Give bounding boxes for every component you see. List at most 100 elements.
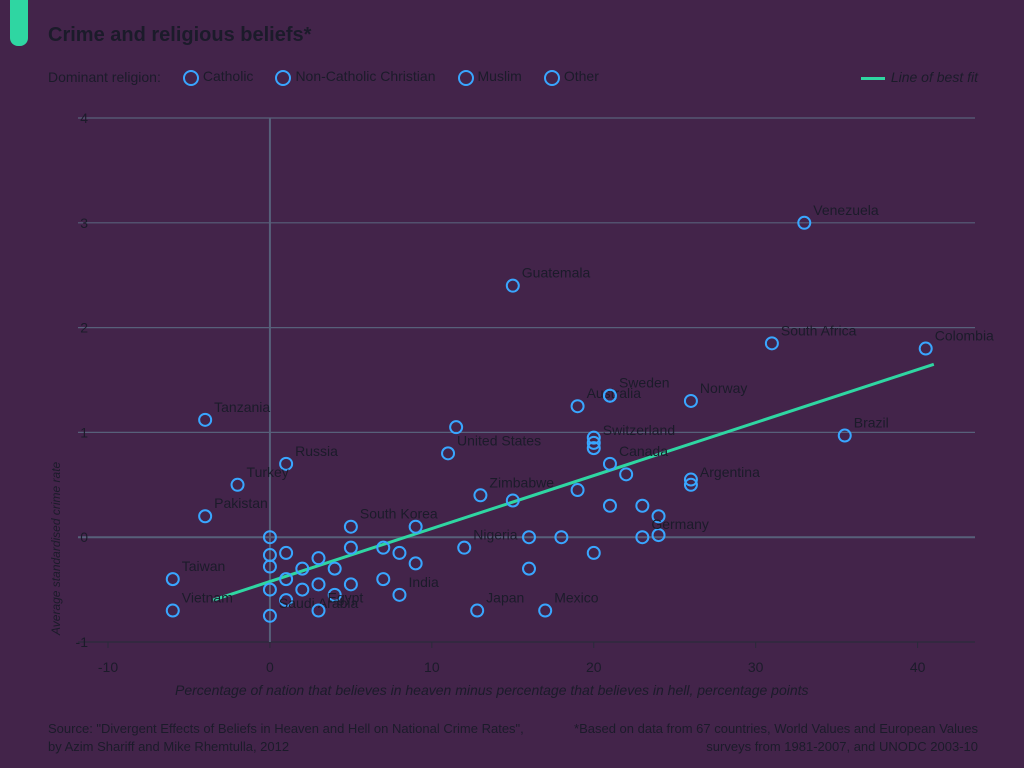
data-point <box>586 435 601 450</box>
data-point <box>408 519 423 534</box>
data-point <box>327 561 342 576</box>
point-label: Saudi Arabia <box>279 595 359 611</box>
data-point <box>586 441 601 456</box>
point-label: Canada <box>619 443 668 459</box>
fit-line <box>212 362 935 602</box>
fit-line-icon <box>860 76 885 80</box>
point-label: Tanzania <box>214 399 270 415</box>
legend-item-non-catholic-christian: Non-Catholic Christian <box>275 68 436 86</box>
data-point <box>586 545 601 560</box>
point-label: Taiwan <box>182 558 226 574</box>
data-point <box>441 446 456 461</box>
data-point <box>327 587 342 602</box>
legend-item-other: Other <box>543 68 599 86</box>
point-label: Pakistan <box>214 495 268 511</box>
y-tick-label: 4 <box>80 110 88 126</box>
data-point <box>262 582 277 597</box>
data-point <box>165 603 180 618</box>
data-point <box>538 603 553 618</box>
data-point <box>457 540 472 555</box>
data-point <box>165 572 180 587</box>
legend-item-fit: Line of best fit <box>860 69 978 85</box>
y-axis-label-wrap: Average standardised crime rate <box>49 155 71 635</box>
data-point <box>295 561 310 576</box>
legend-marker-icon <box>182 69 199 86</box>
y-tick-label: 2 <box>80 320 88 336</box>
point-label: South Korea <box>360 506 438 522</box>
data-point <box>343 540 358 555</box>
y-tick-label: -1 <box>76 634 89 650</box>
point-label: Nigeria <box>473 527 518 543</box>
data-point <box>602 498 617 513</box>
data-point <box>651 528 666 543</box>
y-tick-label: 0 <box>80 529 88 545</box>
data-point <box>311 577 326 592</box>
data-point <box>764 336 779 351</box>
source-note: Source: "Divergent Effects of Beliefs in… <box>48 721 524 754</box>
point-label: Norway <box>700 380 747 396</box>
x-tick-label: 20 <box>586 659 602 675</box>
data-point <box>311 603 326 618</box>
chart-title: Crime and religious beliefs* <box>48 24 312 46</box>
point-label: Egypt <box>328 590 364 606</box>
data-point <box>262 530 277 545</box>
point-label: Mexico <box>554 590 599 606</box>
data-point <box>473 488 488 503</box>
point-label: Vietnam <box>182 590 233 606</box>
data-point <box>279 456 294 471</box>
point-label: Russia <box>295 443 338 459</box>
legend-item-catholic: Catholic <box>182 68 253 86</box>
data-point <box>230 477 245 492</box>
data-point <box>279 593 294 608</box>
point-label: Japan <box>486 590 524 606</box>
point-label: Colombia <box>935 328 994 344</box>
data-point <box>505 493 520 508</box>
data-point <box>376 572 391 587</box>
data-point <box>311 551 326 566</box>
y-tick-label: 3 <box>80 215 88 231</box>
data-point <box>262 559 277 574</box>
point-label: Brazil <box>854 415 889 431</box>
x-tick-label: 30 <box>748 659 764 675</box>
point-label: Argentina <box>700 464 760 480</box>
data-point <box>635 498 650 513</box>
point-label: South Africa <box>781 322 857 338</box>
point-label: Germany <box>651 516 709 532</box>
data-point <box>470 603 485 618</box>
x-tick-label: -10 <box>98 659 118 675</box>
point-label: Switzerland <box>603 422 675 438</box>
data-point <box>570 399 585 414</box>
data-point <box>602 456 617 471</box>
x-tick-label: 10 <box>424 659 440 675</box>
data-point <box>449 420 464 435</box>
data-point <box>392 545 407 560</box>
data-point <box>570 483 585 498</box>
data-point <box>522 561 536 576</box>
data-point <box>343 577 358 592</box>
data-point <box>602 388 617 403</box>
point-label: Turkey <box>247 464 289 480</box>
point-label: Zimbabwe <box>489 474 554 490</box>
legend: Dominant religion: Catholic Non-Catholic… <box>48 66 978 88</box>
data-point <box>198 509 213 524</box>
data-point <box>683 393 698 408</box>
data-point <box>651 509 666 524</box>
data-note: *Based on data from 67 countries, World … <box>574 721 978 754</box>
data-point <box>279 545 294 560</box>
data-point <box>683 472 698 487</box>
data-point <box>586 430 601 445</box>
data-point <box>408 556 423 571</box>
x-tick-label: 40 <box>910 659 926 675</box>
y-tick-label: 1 <box>80 424 88 440</box>
data-point <box>376 540 391 555</box>
data-point <box>918 341 933 356</box>
point-label: Sweden <box>619 375 670 391</box>
point-label: Venezuela <box>813 202 879 218</box>
legend-item-muslim: Muslim <box>457 68 522 86</box>
data-point <box>619 467 634 482</box>
brand-accent-bar <box>10 0 28 46</box>
data-point <box>522 530 536 545</box>
data-point <box>262 608 277 623</box>
